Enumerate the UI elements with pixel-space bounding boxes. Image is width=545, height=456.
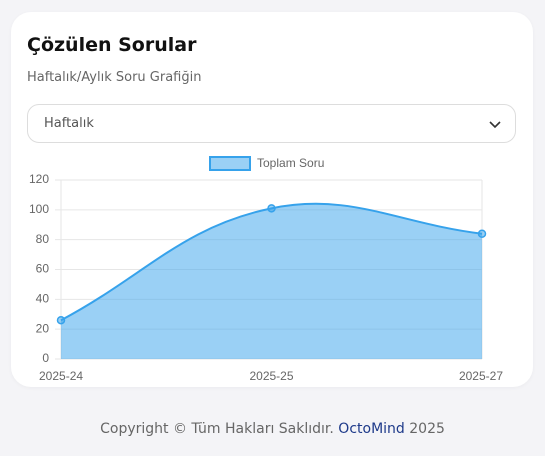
legend-swatch — [209, 156, 251, 171]
y-tick-label: 60 — [36, 262, 50, 276]
area — [61, 203, 482, 359]
data-point — [56, 315, 66, 325]
footer-text: Copyright © Tüm Hakları Saklıdır. — [100, 421, 334, 437]
chart: 0 20 40 60 80 100 120 2025-24 2025-25 2025-27 Topl… — [29, 156, 503, 383]
y-tick-label: 120 — [29, 172, 49, 186]
data-point — [267, 204, 276, 213]
card-title: Çözülen Sorular — [27, 34, 197, 56]
footer-year: 2025 — [409, 421, 445, 437]
footer-brand[interactable]: OctoMind — [338, 421, 405, 437]
period-select[interactable]: Haftalık — [27, 104, 516, 143]
legend-label: Toplam Soru — [257, 156, 324, 170]
select-value: Haftalık — [44, 116, 94, 131]
x-tick-label: 2025-25 — [249, 369, 293, 383]
footer: Copyright © Tüm Hakları Saklıdır. OctoMi… — [0, 421, 545, 437]
chevron-icon — [489, 121, 501, 129]
data-point — [477, 229, 487, 238]
x-tick-label: 2025-27 — [459, 369, 503, 383]
y-tick-label: 40 — [36, 292, 50, 306]
y-tick-label: 20 — [36, 321, 50, 335]
card-subtitle: Haftalık/Aylık Soru Grafiğin — [27, 70, 202, 85]
y-tick-label: 80 — [36, 232, 50, 246]
y-tick-label: 100 — [29, 202, 49, 216]
x-tick-label: 2025-24 — [39, 369, 83, 383]
y-tick-label: 0 — [42, 351, 49, 365]
